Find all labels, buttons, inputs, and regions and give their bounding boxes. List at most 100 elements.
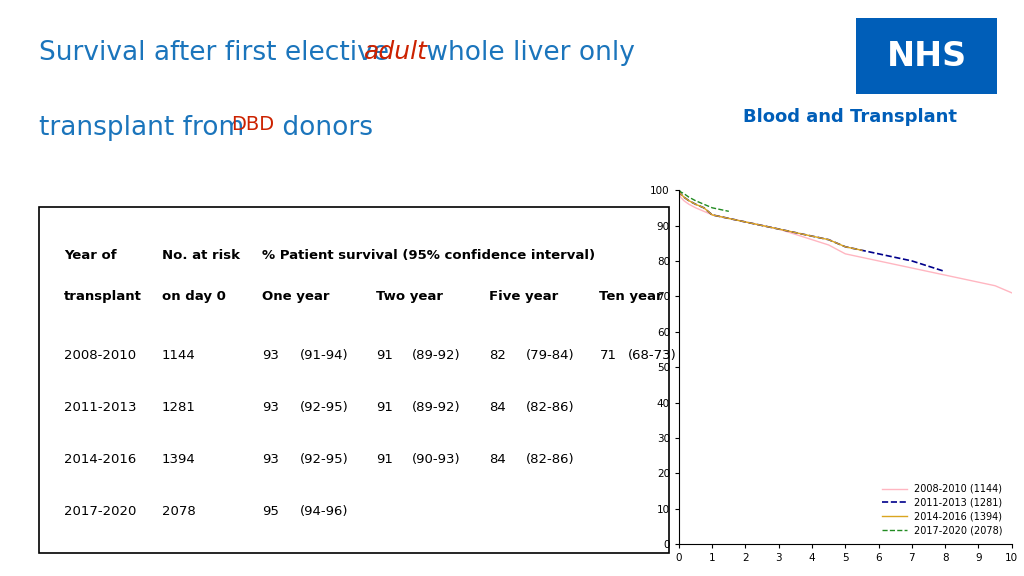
2017-2020 (2078): [723, 208, 735, 215]
Text: 71: 71: [599, 349, 616, 362]
2008-2010 (1144): [731, 217, 743, 223]
2008-2010 (1144): [923, 268, 935, 275]
Text: (94-96): (94-96): [300, 505, 349, 518]
2011-2013 (1281): [872, 251, 885, 257]
2008-2010 (1144): [673, 187, 685, 194]
2008-2010 (1144): [955, 275, 968, 282]
Text: Survival after first elective: Survival after first elective: [39, 40, 397, 66]
2011-2013 (1281): [689, 201, 701, 208]
Text: 2008-2010: 2008-2010: [65, 349, 136, 362]
2011-2013 (1281): [678, 194, 690, 200]
2011-2013 (1281): [856, 247, 868, 254]
2008-2010 (1144): [683, 201, 695, 208]
2008-2010 (1144): [889, 261, 901, 268]
FancyBboxPatch shape: [39, 207, 669, 553]
2014-2016 (1394): [707, 211, 719, 218]
FancyBboxPatch shape: [856, 18, 997, 94]
Line: 2017-2020 (2078): 2017-2020 (2078): [679, 190, 729, 211]
2014-2016 (1394): [790, 229, 802, 236]
2014-2016 (1394): [697, 204, 710, 211]
Text: 1394: 1394: [162, 453, 196, 466]
2014-2016 (1394): [715, 213, 727, 220]
2014-2016 (1394): [723, 215, 735, 222]
Text: whole liver only: whole liver only: [418, 40, 635, 66]
2011-2013 (1281): [683, 197, 695, 204]
Text: 95: 95: [262, 505, 280, 518]
Text: 2011-2013: 2011-2013: [65, 401, 136, 414]
2014-2016 (1394): [756, 222, 768, 229]
2014-2016 (1394): [822, 236, 835, 243]
Text: 84: 84: [489, 453, 506, 466]
2011-2013 (1281): [723, 215, 735, 222]
2011-2013 (1281): [707, 211, 719, 218]
2008-2010 (1144): [707, 211, 719, 218]
2008-2010 (1144): [822, 241, 835, 248]
2014-2016 (1394): [673, 187, 685, 194]
Text: 2014-2016: 2014-2016: [65, 453, 136, 466]
Text: 91: 91: [376, 453, 393, 466]
Text: (82-86): (82-86): [525, 453, 574, 466]
Text: 93: 93: [262, 401, 280, 414]
Text: (89-92): (89-92): [413, 349, 461, 362]
2014-2016 (1394): [683, 197, 695, 204]
Line: 2014-2016 (1394): 2014-2016 (1394): [679, 190, 862, 251]
2008-2010 (1144): [739, 218, 752, 225]
Text: Year of: Year of: [65, 249, 117, 262]
2008-2010 (1144): [756, 222, 768, 229]
2008-2010 (1144): [678, 197, 690, 204]
Text: (90-93): (90-93): [413, 453, 461, 466]
Text: (68-73): (68-73): [628, 349, 677, 362]
2014-2016 (1394): [731, 217, 743, 223]
2011-2013 (1281): [756, 222, 768, 229]
Text: 93: 93: [262, 453, 280, 466]
Text: 93: 93: [262, 349, 280, 362]
2017-2020 (2078): [675, 188, 687, 195]
2014-2016 (1394): [678, 194, 690, 200]
2011-2013 (1281): [731, 217, 743, 223]
2011-2013 (1281): [697, 204, 710, 211]
2017-2020 (2078): [678, 190, 690, 197]
2008-2010 (1144): [697, 208, 710, 215]
Text: Ten year: Ten year: [599, 290, 663, 304]
2017-2020 (2078): [673, 187, 685, 194]
2011-2013 (1281): [715, 213, 727, 220]
2008-2010 (1144): [856, 254, 868, 261]
2008-2010 (1144): [675, 194, 687, 200]
2008-2010 (1144): [772, 226, 784, 233]
2017-2020 (2078): [683, 194, 695, 200]
Text: transplant from: transplant from: [39, 115, 253, 141]
2014-2016 (1394): [772, 226, 784, 233]
Text: 1281: 1281: [162, 401, 196, 414]
Text: Two year: Two year: [376, 290, 442, 304]
Line: 2008-2010 (1144): 2008-2010 (1144): [679, 190, 1012, 293]
2008-2010 (1144): [939, 272, 951, 279]
2014-2016 (1394): [856, 247, 868, 254]
2008-2010 (1144): [840, 251, 852, 257]
Text: 84: 84: [489, 401, 506, 414]
Text: (89-92): (89-92): [413, 401, 461, 414]
2011-2013 (1281): [739, 218, 752, 225]
Text: on day 0: on day 0: [162, 290, 225, 304]
Text: transplant: transplant: [65, 290, 142, 304]
Text: NHS: NHS: [887, 40, 967, 73]
2011-2013 (1281): [822, 236, 835, 243]
2008-2010 (1144): [1006, 289, 1018, 296]
Text: 82: 82: [489, 349, 506, 362]
Text: 1144: 1144: [162, 349, 196, 362]
2011-2013 (1281): [923, 263, 935, 270]
Text: (91-94): (91-94): [300, 349, 349, 362]
Line: 2011-2013 (1281): 2011-2013 (1281): [679, 190, 945, 271]
Text: 91: 91: [376, 401, 393, 414]
Text: (92-95): (92-95): [300, 401, 349, 414]
2011-2013 (1281): [889, 254, 901, 261]
Text: donors: donors: [274, 115, 374, 141]
2011-2013 (1281): [939, 268, 951, 275]
2017-2020 (2078): [689, 197, 701, 204]
Text: (92-95): (92-95): [300, 453, 349, 466]
2011-2013 (1281): [675, 190, 687, 197]
2011-2013 (1281): [905, 257, 918, 264]
2017-2020 (2078): [707, 204, 719, 211]
Text: (79-84): (79-84): [525, 349, 574, 362]
2014-2016 (1394): [739, 218, 752, 225]
Legend: 2008-2010 (1144), 2011-2013 (1281), 2014-2016 (1394), 2017-2020 (2078): 2008-2010 (1144), 2011-2013 (1281), 2014…: [879, 480, 1007, 540]
